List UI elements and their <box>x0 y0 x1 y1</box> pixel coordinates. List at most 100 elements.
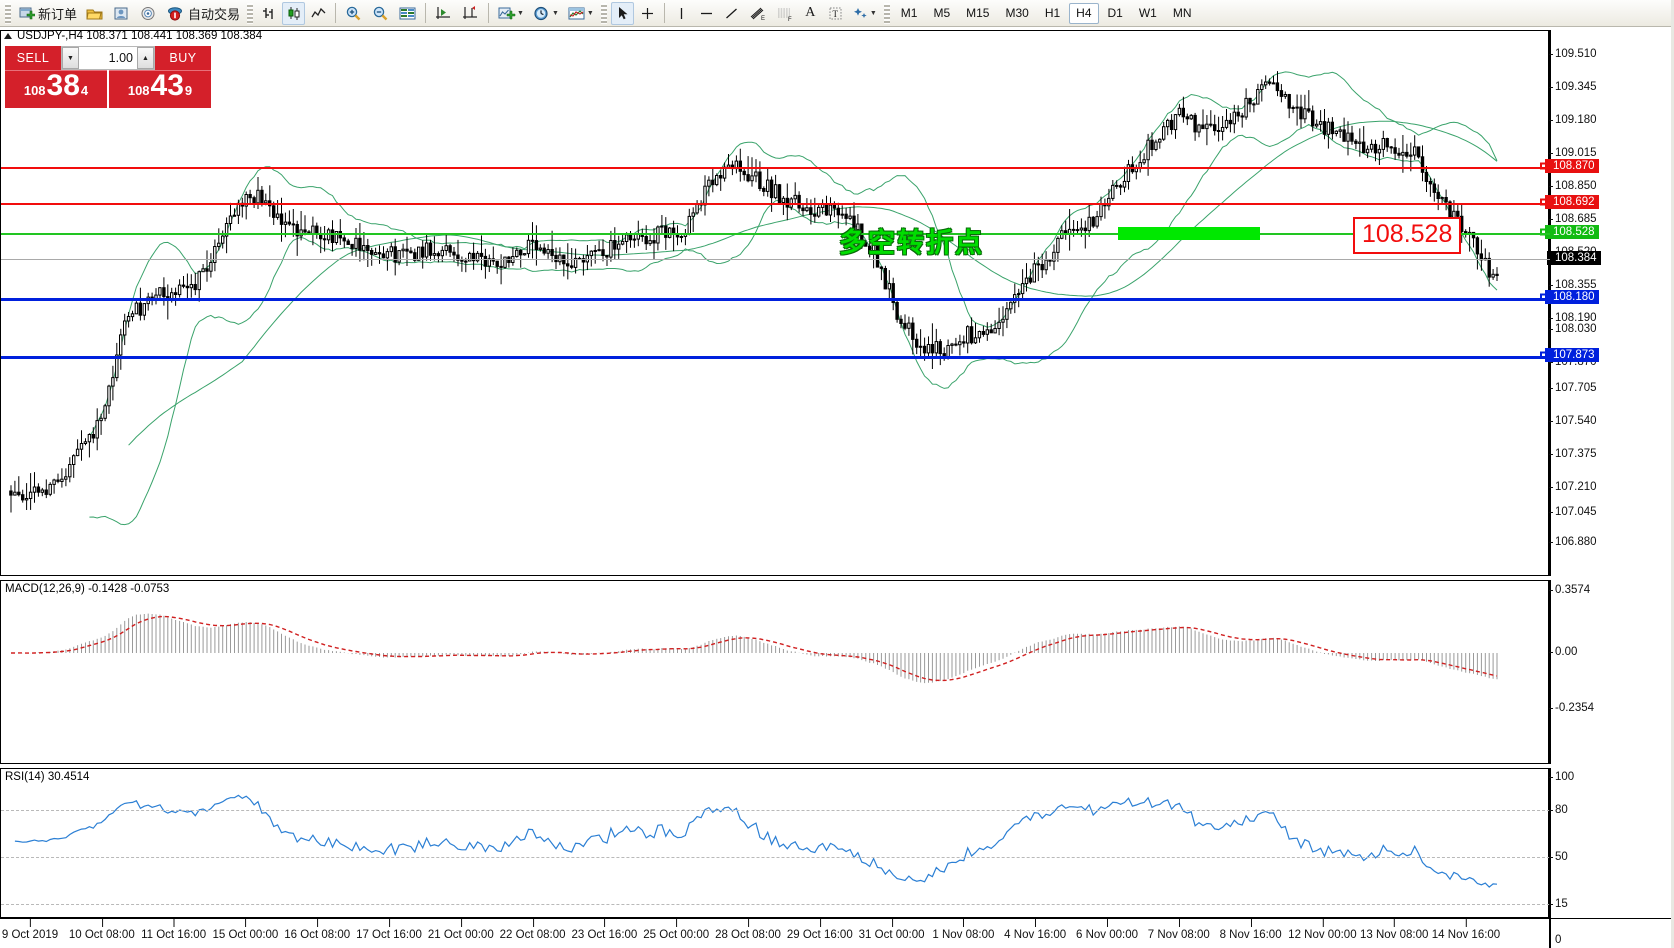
toolbar-grip-4[interactable] <box>883 2 890 24</box>
timeframe-m5[interactable]: M5 <box>933 6 951 20</box>
cursor-icon <box>618 6 628 19</box>
level-tag-108528[interactable]: 108.528 <box>1545 225 1599 239</box>
chevron-down-icon-3[interactable]: ▼ <box>586 9 594 17</box>
price-tick: 106.880 <box>1549 536 1597 548</box>
folder-button[interactable] <box>82 2 107 25</box>
rsi-grid-15 <box>1 904 1550 905</box>
trendline-button[interactable] <box>720 2 743 25</box>
level-tag-108180[interactable]: 108.180 <box>1545 290 1599 304</box>
toolbar-grip-2[interactable] <box>247 2 254 24</box>
time-tick: 8 Nov 16:00 <box>1219 919 1282 941</box>
new-order-label: 新订单 <box>38 6 78 22</box>
rsi-pane[interactable]: RSI(14) 30.4514 <box>0 768 1550 918</box>
level-tag-108692[interactable]: 108.692 <box>1545 195 1599 209</box>
main-toolbar: 新订单 <box>0 0 1674 27</box>
fibonacci-button[interactable]: F <box>772 2 797 25</box>
timeframe-mn[interactable]: MN <box>1172 6 1192 20</box>
timeframe-h1[interactable]: H1 <box>1044 6 1061 20</box>
price-tick: 109.015 <box>1549 147 1597 159</box>
turning-point-annotation[interactable]: 多空转折点 <box>839 228 984 258</box>
time-tick: 7 Nov 08:00 <box>1147 919 1210 941</box>
macd-axis[interactable]: 0.3574 0.00 -0.2354 <box>1548 580 1674 764</box>
svg-text:E: E <box>761 16 765 22</box>
data-window-button[interactable] <box>395 2 420 25</box>
folder-icon <box>86 9 103 19</box>
shapes-button[interactable]: ▼ <box>849 2 880 25</box>
rsi-tick: 15 <box>1549 898 1568 910</box>
macd-pane[interactable]: MACD(12,26,9) -0.1428 -0.0753 <box>0 580 1549 764</box>
crosshair-button[interactable] <box>636 2 659 25</box>
window-scrollbar[interactable] <box>1671 0 1674 948</box>
rsi-grid-50 <box>1 857 1550 858</box>
chart-shift-button[interactable] <box>458 2 483 25</box>
period-button[interactable]: ▼ <box>529 2 562 25</box>
toolbar-grip-3[interactable] <box>600 2 607 24</box>
timeframe-h4[interactable]: H4 <box>1069 2 1099 24</box>
rsi-series <box>14 794 1498 888</box>
bar-chart-button[interactable] <box>257 2 280 25</box>
buy-button[interactable]: BUY <box>155 46 211 70</box>
support-line-108180[interactable] <box>1 298 1550 301</box>
volume-stepper[interactable]: ▼ 1.00 ▲ <box>61 46 155 70</box>
chart-shift-icon <box>463 5 478 19</box>
cursor-button[interactable] <box>610 1 634 25</box>
timeframe-w1[interactable]: W1 <box>1138 6 1157 20</box>
buy-price-int: 108 <box>127 83 150 98</box>
signals-button[interactable] <box>136 2 161 25</box>
sell-button[interactable]: SELL <box>5 46 61 70</box>
time-tick: 13 Nov 08:00 <box>1359 919 1429 941</box>
timeframe-m30[interactable]: M30 <box>1005 6 1029 20</box>
toolbar-separator-4 <box>663 3 665 23</box>
chevron-down-icon-4[interactable]: ▼ <box>869 9 877 17</box>
price-axis[interactable]: 109.510 109.345 109.180 109.015 108.850 … <box>1540 30 1674 576</box>
price-tick: 109.345 <box>1549 81 1597 93</box>
one-click-trading-panel[interactable]: SELL ▼ 1.00 ▲ BUY 108 38 4 108 43 9 <box>5 46 211 108</box>
data-window-icon <box>399 7 416 19</box>
price-tick: 108.685 <box>1549 213 1597 225</box>
timeframe-m15[interactable]: M15 <box>966 6 990 20</box>
buy-price-display[interactable]: 108 43 9 <box>109 70 211 108</box>
line-chart-button[interactable] <box>307 2 330 25</box>
toolbar-grip[interactable] <box>5 2 11 24</box>
timeframe-m1[interactable]: M1 <box>900 6 918 20</box>
level-tag-108870[interactable]: 108.870 <box>1545 159 1599 173</box>
sell-price-display[interactable]: 108 38 4 <box>5 70 107 108</box>
time-tick: 4 Nov 16:00 <box>1004 919 1067 941</box>
text-label-button[interactable]: T <box>824 2 847 25</box>
rsi-zero-tick: 0 <box>1555 934 1562 946</box>
time-axis[interactable]: 9 Oct 2019 10 Oct 08:00 11 Oct 16:00 15 Oct… <box>0 918 1549 948</box>
rsi-axis[interactable]: 100 80 50 15 <box>1548 768 1674 918</box>
new-order-button[interactable]: 新订单 <box>15 2 80 25</box>
horizontal-line-button[interactable] <box>695 2 718 25</box>
collapse-triangle-icon[interactable] <box>4 32 12 39</box>
price-chart-pane[interactable]: 多空转折点 108.528 <box>0 30 1550 576</box>
auto-scroll-button[interactable] <box>431 2 456 25</box>
zoom-in-button[interactable] <box>341 2 366 25</box>
volume-input[interactable]: 1.00 <box>79 47 137 69</box>
highlight-zone[interactable] <box>1118 227 1260 240</box>
auto-trading-button[interactable]: 自动交易 <box>163 2 243 25</box>
indicators-button[interactable]: ▼ <box>494 2 527 25</box>
candlestick-chart-button[interactable] <box>282 1 306 25</box>
chevron-down-icon[interactable]: ▼ <box>517 9 524 17</box>
vertical-line-button[interactable] <box>670 2 693 25</box>
resistance-line-108870[interactable] <box>1 167 1550 169</box>
volume-up-icon[interactable]: ▲ <box>137 47 154 69</box>
resistance-line-108692[interactable] <box>1 203 1550 205</box>
templates-button[interactable]: ▼ <box>564 2 597 25</box>
support-line-107873[interactable] <box>1 356 1550 359</box>
volume-down-icon[interactable]: ▼ <box>62 47 79 69</box>
text-button[interactable]: A <box>799 2 822 25</box>
equidistant-channel-button[interactable]: E <box>745 2 770 25</box>
rsi-tick: 80 <box>1549 804 1568 816</box>
timeframe-d1[interactable]: D1 <box>1107 6 1123 20</box>
price-callout-label[interactable]: 108.528 <box>1353 217 1462 254</box>
profile-button[interactable] <box>109 2 134 25</box>
chart-symbol-header: USDJPY-,H4 108.371 108.441 108.369 108.3… <box>0 28 262 43</box>
level-tag-107873[interactable]: 107.873 <box>1545 348 1599 362</box>
zoom-out-button[interactable] <box>368 2 393 25</box>
pivot-line-108528[interactable] <box>1 233 1550 235</box>
text-label-icon: T <box>829 7 842 19</box>
chevron-down-icon-2[interactable]: ▼ <box>551 9 559 17</box>
price-series <box>9 71 1499 526</box>
